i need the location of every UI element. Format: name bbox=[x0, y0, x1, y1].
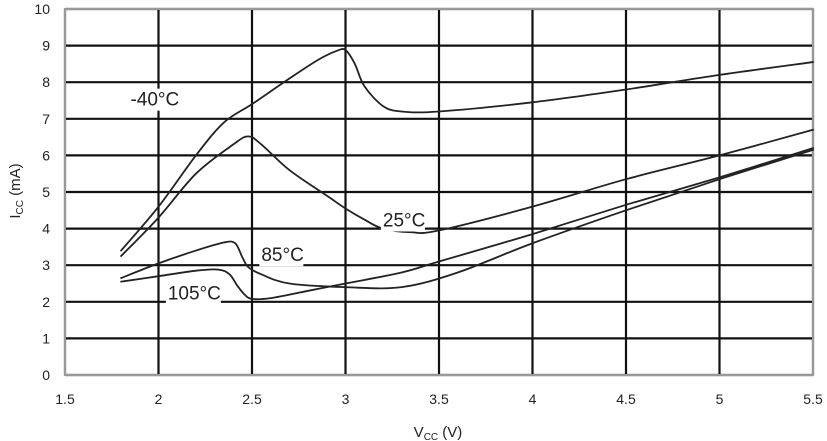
annotation-backdrop bbox=[380, 209, 425, 232]
y-tick-label: 8 bbox=[42, 74, 50, 90]
annotation-backdrop bbox=[128, 88, 184, 111]
series-line-3 bbox=[120, 147, 814, 301]
series-line-2 bbox=[120, 149, 814, 290]
x-tick-labels: 1.5 2 2.5 3 3.5 4 4.5 5 5.5 bbox=[55, 391, 823, 407]
curve-label: 25°C bbox=[383, 210, 425, 231]
curve-label: 105°C bbox=[168, 284, 221, 305]
x-tick-label: 2 bbox=[155, 391, 163, 407]
series-lines bbox=[120, 48, 814, 301]
curve-annotations: -40°C 25°C 85°C 105°C bbox=[128, 88, 425, 305]
x-tick-label: 5 bbox=[716, 391, 724, 407]
y-tick-label: 1 bbox=[42, 330, 50, 346]
plot-frame bbox=[64, 8, 814, 376]
y-tick-labels: 0 1 2 3 4 5 6 7 8 9 10 bbox=[34, 1, 50, 383]
x-tick-label: 2.5 bbox=[242, 391, 262, 407]
y-axis-title: ICC (mA) bbox=[7, 163, 26, 218]
curve-label: -40°C bbox=[130, 90, 179, 111]
y-axis-title-sub: CC bbox=[15, 200, 26, 214]
y-tick-label: 6 bbox=[42, 147, 50, 163]
y-tick-label: 3 bbox=[42, 257, 50, 273]
y-tick-label: 0 bbox=[42, 367, 50, 383]
x-tick-label: 5.5 bbox=[803, 391, 823, 407]
series-line-0 bbox=[120, 48, 814, 252]
annotation-backdrop bbox=[259, 244, 304, 267]
y-tick-label: 2 bbox=[42, 294, 50, 310]
y-tick-label: 4 bbox=[42, 221, 50, 237]
annotation-backdrop bbox=[165, 282, 221, 305]
y-tick-label: 10 bbox=[34, 1, 50, 17]
y-tick-label: 9 bbox=[42, 38, 50, 54]
y-tick-label: 5 bbox=[42, 184, 50, 200]
x-tick-label: 4 bbox=[529, 391, 537, 407]
x-tick-label: 3.5 bbox=[429, 391, 449, 407]
y-tick-label: 7 bbox=[42, 111, 50, 127]
x-axis-title-sub: CC bbox=[424, 432, 438, 441]
y-axis-title-unit: (mA) bbox=[7, 163, 24, 200]
curve-label: 85°C bbox=[261, 245, 303, 266]
grid-lines bbox=[63, 7, 815, 377]
y-axis-title-main: I bbox=[7, 214, 24, 218]
x-axis-title: VCC (V) bbox=[414, 424, 463, 441]
series-line-1 bbox=[120, 128, 814, 257]
x-tick-label: 4.5 bbox=[616, 391, 636, 407]
x-tick-label: 1.5 bbox=[55, 391, 75, 407]
x-tick-label: 3 bbox=[342, 391, 350, 407]
x-axis-title-main: V bbox=[414, 424, 424, 441]
x-axis-title-unit: (V) bbox=[438, 424, 462, 441]
